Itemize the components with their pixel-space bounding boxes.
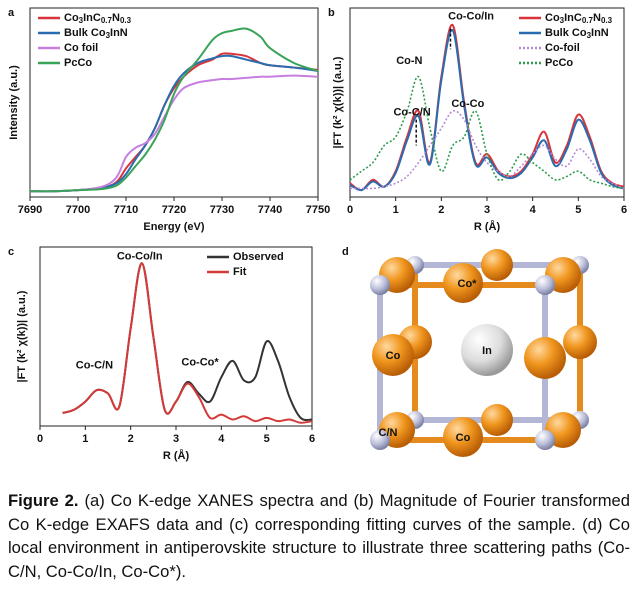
- x-tick-label: 5: [575, 204, 581, 216]
- legend-label: Co foil: [64, 42, 98, 54]
- x-axis-label: Energy (eV): [143, 221, 204, 233]
- panel-letter: a: [8, 7, 15, 19]
- caption-label: Figure 2.: [8, 491, 79, 510]
- x-axis-label: R (Å): [163, 449, 190, 462]
- x-axis-label: R (Å): [474, 220, 501, 233]
- series-line: [29, 54, 319, 193]
- x-tick-label: 4: [530, 204, 537, 216]
- annotation: Co-Co/In: [448, 10, 494, 22]
- x-tick-label: 7750: [306, 204, 330, 216]
- x-tick-label: 2: [438, 204, 444, 216]
- series-line: [349, 29, 625, 192]
- annotation: Co-N: [396, 55, 422, 67]
- legend-label: Co3InC0.7N0.3: [545, 12, 613, 25]
- legend-label: Co-foil: [545, 42, 580, 54]
- x-tick-label: 6: [621, 204, 627, 216]
- caption-text: (a) Co K-edge XANES spectra and (b) Magn…: [8, 491, 631, 581]
- series-line: [29, 74, 319, 193]
- x-tick-label: 7700: [66, 204, 90, 216]
- x-tick-label: 2: [128, 433, 134, 445]
- panel-letter: d: [342, 246, 349, 258]
- annotation: Co-Co*: [181, 356, 219, 368]
- y-axis-label: |FT (k² χ(k))| (a.u.): [332, 56, 344, 148]
- y-axis-label: Intensity (a.u.): [8, 65, 20, 140]
- annotation: Co-C/N: [76, 360, 113, 372]
- x-tick-label: 4: [218, 433, 225, 445]
- panel-letter: b: [328, 7, 335, 19]
- series-line: [29, 27, 319, 193]
- series-line: [349, 24, 625, 192]
- annotation: Co-Co/In: [117, 251, 163, 263]
- legend-label: PcCo: [64, 57, 92, 69]
- x-tick-label: 3: [173, 433, 179, 445]
- atom-label: Co: [386, 350, 401, 362]
- plot-frame: [39, 246, 313, 427]
- series-line: [349, 75, 625, 190]
- legend-label: Fit: [233, 266, 247, 278]
- x-tick-label: 7730: [210, 204, 234, 216]
- x-tick-label: 1: [82, 433, 88, 445]
- legend-label: Bulk Co3InN: [64, 27, 128, 40]
- series-line: [29, 52, 319, 193]
- x-tick-label: 7740: [258, 204, 282, 216]
- x-tick-label: 7710: [114, 204, 138, 216]
- x-tick-label: 0: [347, 204, 353, 216]
- atom-label: In: [482, 345, 492, 357]
- atoms: [370, 249, 597, 457]
- annotation: Co-C/N: [393, 107, 430, 119]
- series-line: [62, 262, 313, 421]
- series-line: [62, 262, 313, 424]
- x-tick-label: 0: [37, 433, 43, 445]
- x-tick-label: 7690: [18, 204, 42, 216]
- atom-label: C/N: [379, 427, 398, 439]
- atom-label: Co*: [458, 278, 478, 290]
- x-tick-label: 5: [264, 433, 270, 445]
- y-axis-label: |FT (k² χ(k))| (a.u.): [16, 290, 28, 382]
- figure: d Co* In Co Co C/N a 7690 7700 7710 7720 7730…: [8, 7, 627, 462]
- x-tick-label: 7720: [162, 204, 186, 216]
- crystal-structure: d Co* In Co Co C/N: [342, 246, 597, 457]
- caption: Figure 2. (a) Co K-edge XANES spectra an…: [8, 489, 630, 583]
- x-tick-label: 3: [484, 204, 490, 216]
- legend-label: Co3InC0.7N0.3: [64, 12, 132, 25]
- legend-label: PcCo: [545, 57, 573, 69]
- annotation: Co-Co: [451, 98, 484, 110]
- legend-label: Bulk Co3InN: [545, 27, 609, 40]
- panel-letter: c: [8, 246, 14, 258]
- legend-label: Observed: [233, 251, 284, 263]
- x-tick-label: 1: [393, 204, 399, 216]
- atom-label: Co: [456, 432, 471, 444]
- x-tick-label: 6: [309, 433, 315, 445]
